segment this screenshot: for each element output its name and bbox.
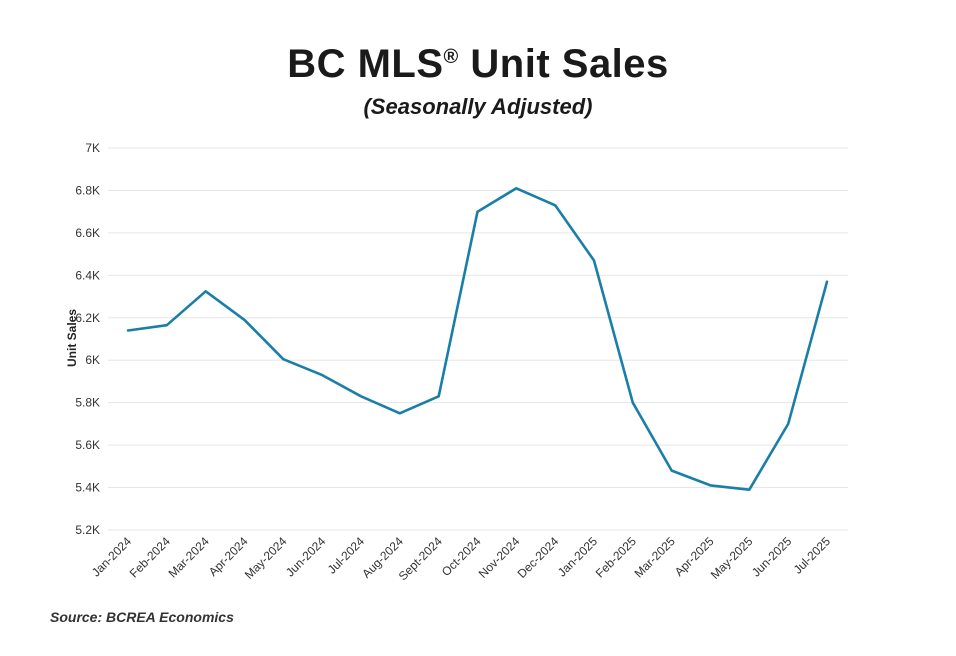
x-tick-label: Dec-2024 — [515, 534, 562, 581]
x-tick-label: Feb-2025 — [593, 534, 639, 580]
grid-lines — [108, 147, 848, 531]
x-tick-label: Mar-2024 — [166, 534, 212, 580]
chart-subtitle: (Seasonally Adjusted) — [363, 94, 593, 119]
y-tick-label: 6K — [85, 353, 100, 367]
y-tick-label: 5.4K — [75, 481, 100, 495]
y-axis-ticks: 5.2K 5.4K 5.6K 5.8K 6K 6.2K 6.4K 6.6K 6.8K 7K — [75, 141, 100, 537]
chart-title-suffix: Unit Sales — [470, 42, 669, 86]
x-tick-label: Jul-2025 — [791, 534, 834, 577]
y-axis-label: Unit Sales — [65, 309, 79, 367]
x-tick-label: May-2025 — [708, 534, 756, 582]
series-points — [127, 188, 828, 490]
x-tick-label: Mar-2025 — [632, 534, 678, 580]
chart-title: BC MLS® Unit Sales — [0, 42, 956, 87]
x-tick-label: Jun-2025 — [749, 534, 795, 580]
x-axis-ticks: Jan-2024Feb-2024Mar-2024Apr-2024May-2024… — [89, 534, 834, 583]
x-tick-label: Jun-2024 — [283, 534, 329, 580]
line-chart: 5.2K 5.4K 5.6K 5.8K 6K 6.2K 6.4K 6.6K 6.8K 7K Jan… — [65, 141, 848, 583]
registered-mark: ® — [443, 46, 459, 68]
x-tick-label: May-2024 — [242, 534, 290, 582]
y-tick-label: 5.8K — [75, 396, 100, 410]
x-tick-label: Feb-2024 — [127, 534, 173, 580]
x-tick-label: Nov-2024 — [476, 534, 523, 581]
y-tick-label: 5.6K — [75, 438, 100, 452]
chart-title-text: BC MLS — [287, 42, 444, 86]
y-tick-label: 6.4K — [75, 268, 100, 282]
series-line-unit-sales — [126, 187, 829, 491]
y-tick-label: 7K — [85, 141, 100, 155]
y-tick-label: 6.8K — [75, 183, 100, 197]
y-tick-label: 6.2K — [75, 311, 100, 325]
y-tick-label: 6.6K — [75, 226, 100, 240]
y-tick-label: 5.2K — [75, 523, 100, 537]
source-note: Source: BCREA Economics — [50, 609, 234, 625]
